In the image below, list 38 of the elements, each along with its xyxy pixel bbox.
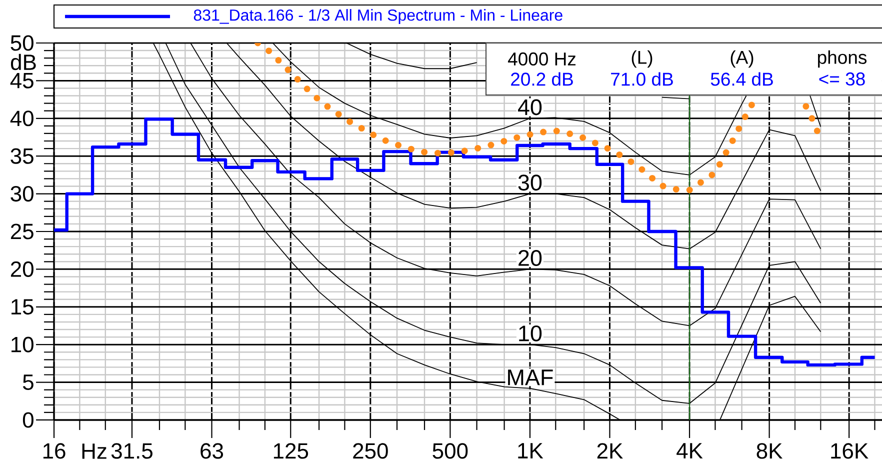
y-tick-label: 40 [10, 110, 34, 126]
x-tick-label: 16K [831, 443, 868, 459]
y-tick-label: 25 [10, 224, 34, 240]
text: 831_Data.166 - 1/3 All Min Spectrum - Min - Lineare [194, 9, 562, 24]
annotation: (L) [632, 50, 652, 68]
series-label: MAF [508, 370, 553, 386]
y-tick-label: 15 [12, 299, 34, 315]
x-axis-title: Hz [82, 444, 106, 459]
y-axis-title: dB [10, 54, 36, 70]
x-tick-label: 16 [43, 443, 66, 459]
x-tick-label: 4K [676, 443, 703, 458]
x-tick-label: 125 [274, 443, 308, 459]
annotation: <= 38 [819, 72, 865, 86]
y-tick-label: 50 [10, 35, 34, 51]
x-tick-label: 8K [756, 443, 783, 459]
annotation: 71.0 dB [611, 72, 673, 86]
annotation: phons [818, 50, 867, 68]
x-tick-label: 31.5 [111, 443, 152, 459]
series-label: 40 [518, 99, 542, 116]
y-tick-label: 5 [22, 374, 34, 390]
series-label: 10 [519, 325, 542, 342]
annotation: (A) [730, 50, 754, 68]
y-tick-label: 10 [12, 336, 34, 352]
series-label: 20 [518, 250, 542, 266]
x-tick-label: 250 [353, 443, 388, 459]
x-tick-label: 63 [200, 443, 224, 459]
x-tick-label: 1K [518, 443, 544, 458]
y-tick-label: 35 [10, 148, 34, 164]
y-tick-label: 0 [22, 412, 34, 428]
annotation: 20.2 dB [511, 72, 573, 86]
x-tick-label: 2K [597, 443, 623, 459]
annotation: 4000 Hz [508, 52, 576, 66]
x-tick-label: 500 [432, 443, 468, 459]
annotation: 56.4 dB [710, 72, 773, 86]
series-label: 30 [518, 174, 542, 191]
y-tick-label: 45 [10, 73, 34, 88]
y-tick-label: 20 [10, 261, 34, 277]
y-tick-label: 30 [10, 186, 34, 202]
